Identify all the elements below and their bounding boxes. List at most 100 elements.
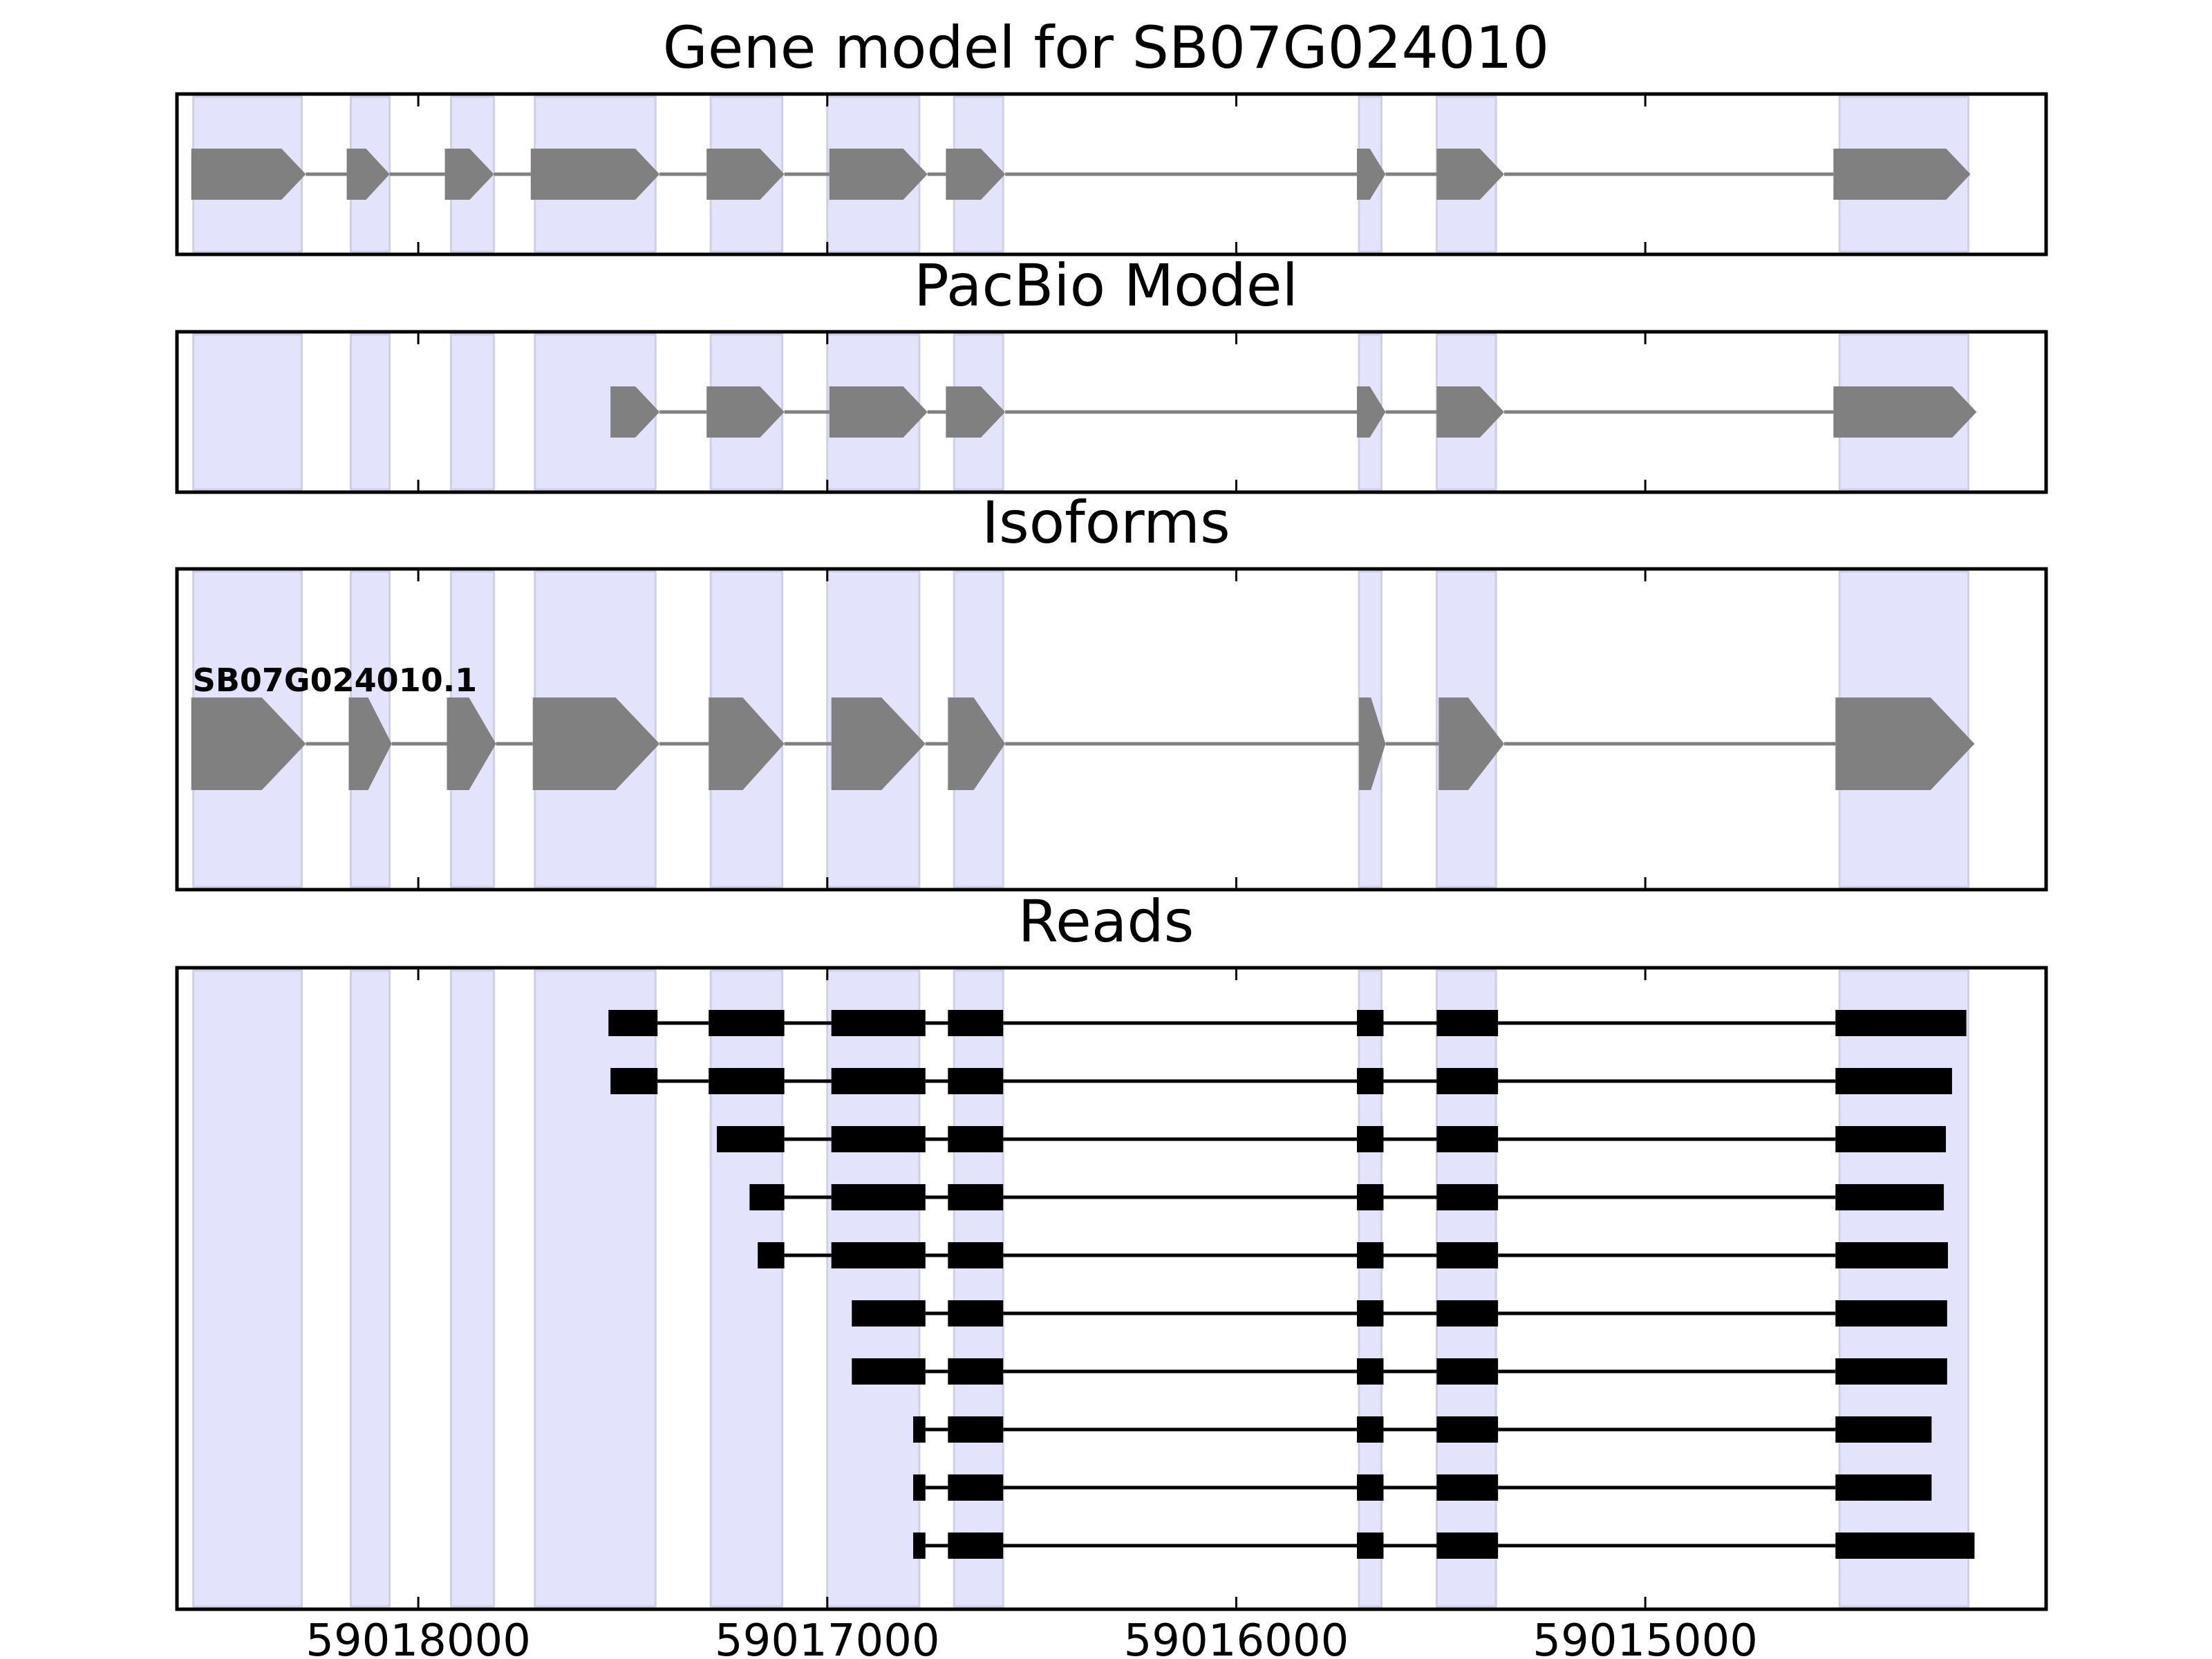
read-exon [1436,1184,1499,1210]
pacbio-model-ticks [417,332,1647,492]
isoform-exon [948,697,1006,790]
isoform-label: SB07G024010.1 [193,662,477,699]
gene-model-panel [175,92,2048,256]
x-tick-label: 59016000 [1124,1615,1349,1659]
reads-highlights [192,969,1970,1608]
pacbio-highlight-region [192,333,303,491]
reads-title: Reads [1018,888,1194,955]
read-exon [1357,1358,1384,1385]
pacbio-highlight-region [349,333,391,491]
reads-track [608,1010,1975,1559]
gene-model-ticks [417,94,1647,254]
read-exon [709,1010,785,1036]
read-exon [948,1184,1004,1210]
read-exon [948,1533,1004,1559]
pacbio-model-exon [946,386,1006,438]
reads-frame [175,966,2048,1611]
isoform-exon [831,697,926,790]
read-exon [717,1126,785,1152]
read-exon [948,1126,1004,1152]
read-row [610,1068,1952,1094]
isoforms-title: Isoforms [982,489,1230,556]
pacbio-model-track [610,386,1977,438]
read-exon [1436,1242,1499,1268]
pacbio-model-exon [706,386,785,438]
reads-panel [175,966,2048,1611]
read-exon [1436,1533,1499,1559]
read-exon [608,1010,658,1036]
read-row [717,1126,1947,1152]
read-exon [709,1068,785,1094]
read-exon [1357,1184,1384,1210]
read-exon [1436,1358,1499,1385]
reads-highlight-region [449,969,496,1608]
read-exon [1357,1416,1384,1443]
read-exon [1436,1416,1499,1443]
read-row [608,1010,1967,1036]
pacbio-highlight-region [449,333,496,491]
read-row [749,1184,1944,1210]
read-row [852,1358,1947,1385]
gene-model-exon [530,149,660,200]
read-exon [1835,1416,1932,1443]
read-exon [1357,1068,1384,1094]
read-exon [1835,1474,1932,1501]
read-exon [1835,1533,1975,1559]
read-exon [610,1068,658,1094]
isoform-exon [709,697,785,790]
isoforms-track: SB07G024010.1 [191,662,1975,790]
pacbio-model-exon [610,386,660,438]
read-exon [948,1010,1004,1036]
isoforms-ticks [417,569,1647,890]
x-axis: 59018000 59017000 59016000 59015000 [306,1615,1758,1659]
gene-model-frame [175,92,2048,256]
read-exon [1835,1068,1952,1094]
read-exon [913,1474,926,1501]
gene-model-exon [191,149,306,200]
pacbio-model-exon [1833,386,1977,438]
read-exon [948,1358,1004,1385]
isoform-exon [447,697,496,790]
read-exon [1357,1010,1384,1036]
isoforms-frame [175,567,2048,892]
read-exon [1436,1300,1499,1327]
read-exon [913,1416,926,1443]
read-exon [1357,1533,1384,1559]
gene-model-exon [346,149,390,200]
isoform-exon [1358,697,1386,790]
read-exon [1357,1300,1384,1327]
gene-model-exon [1833,149,1971,200]
read-exon [749,1184,785,1210]
reads-highlight-region [826,969,921,1608]
read-exon [1357,1474,1384,1501]
x-tick-label: 59015000 [1533,1615,1758,1659]
isoform-exon [348,697,392,790]
reads-highlight-region [953,969,1004,1608]
reads-highlight-region [709,969,784,1608]
reads-highlight-region [1838,969,1970,1608]
x-tick-label: 59017000 [715,1615,940,1659]
gene-model-exon [829,149,928,200]
gene-model-track [191,149,1971,200]
gene-model-title: Gene model for SB07G024010 [663,14,1549,82]
reads-highlight-region [349,969,391,1608]
isoforms-panel: SB07G024010.1 [175,567,2048,892]
read-exon [948,1416,1004,1443]
read-exon [831,1184,926,1210]
read-exon [948,1242,1004,1268]
read-row [852,1300,1947,1327]
read-exon [1835,1242,1948,1268]
read-exon [831,1068,926,1094]
read-row [913,1533,1975,1559]
read-exon [1835,1010,1967,1036]
read-exon [1835,1126,1947,1152]
pacbio-model-panel [175,330,2048,494]
read-exon [1835,1358,1947,1385]
pacbio-model-frame [175,330,2048,494]
reads-highlight-region [192,969,303,1608]
reads-highlight-region [1435,969,1497,1608]
isoform-exon [1835,697,1975,790]
read-row [913,1416,1932,1443]
read-exon [1436,1126,1499,1152]
